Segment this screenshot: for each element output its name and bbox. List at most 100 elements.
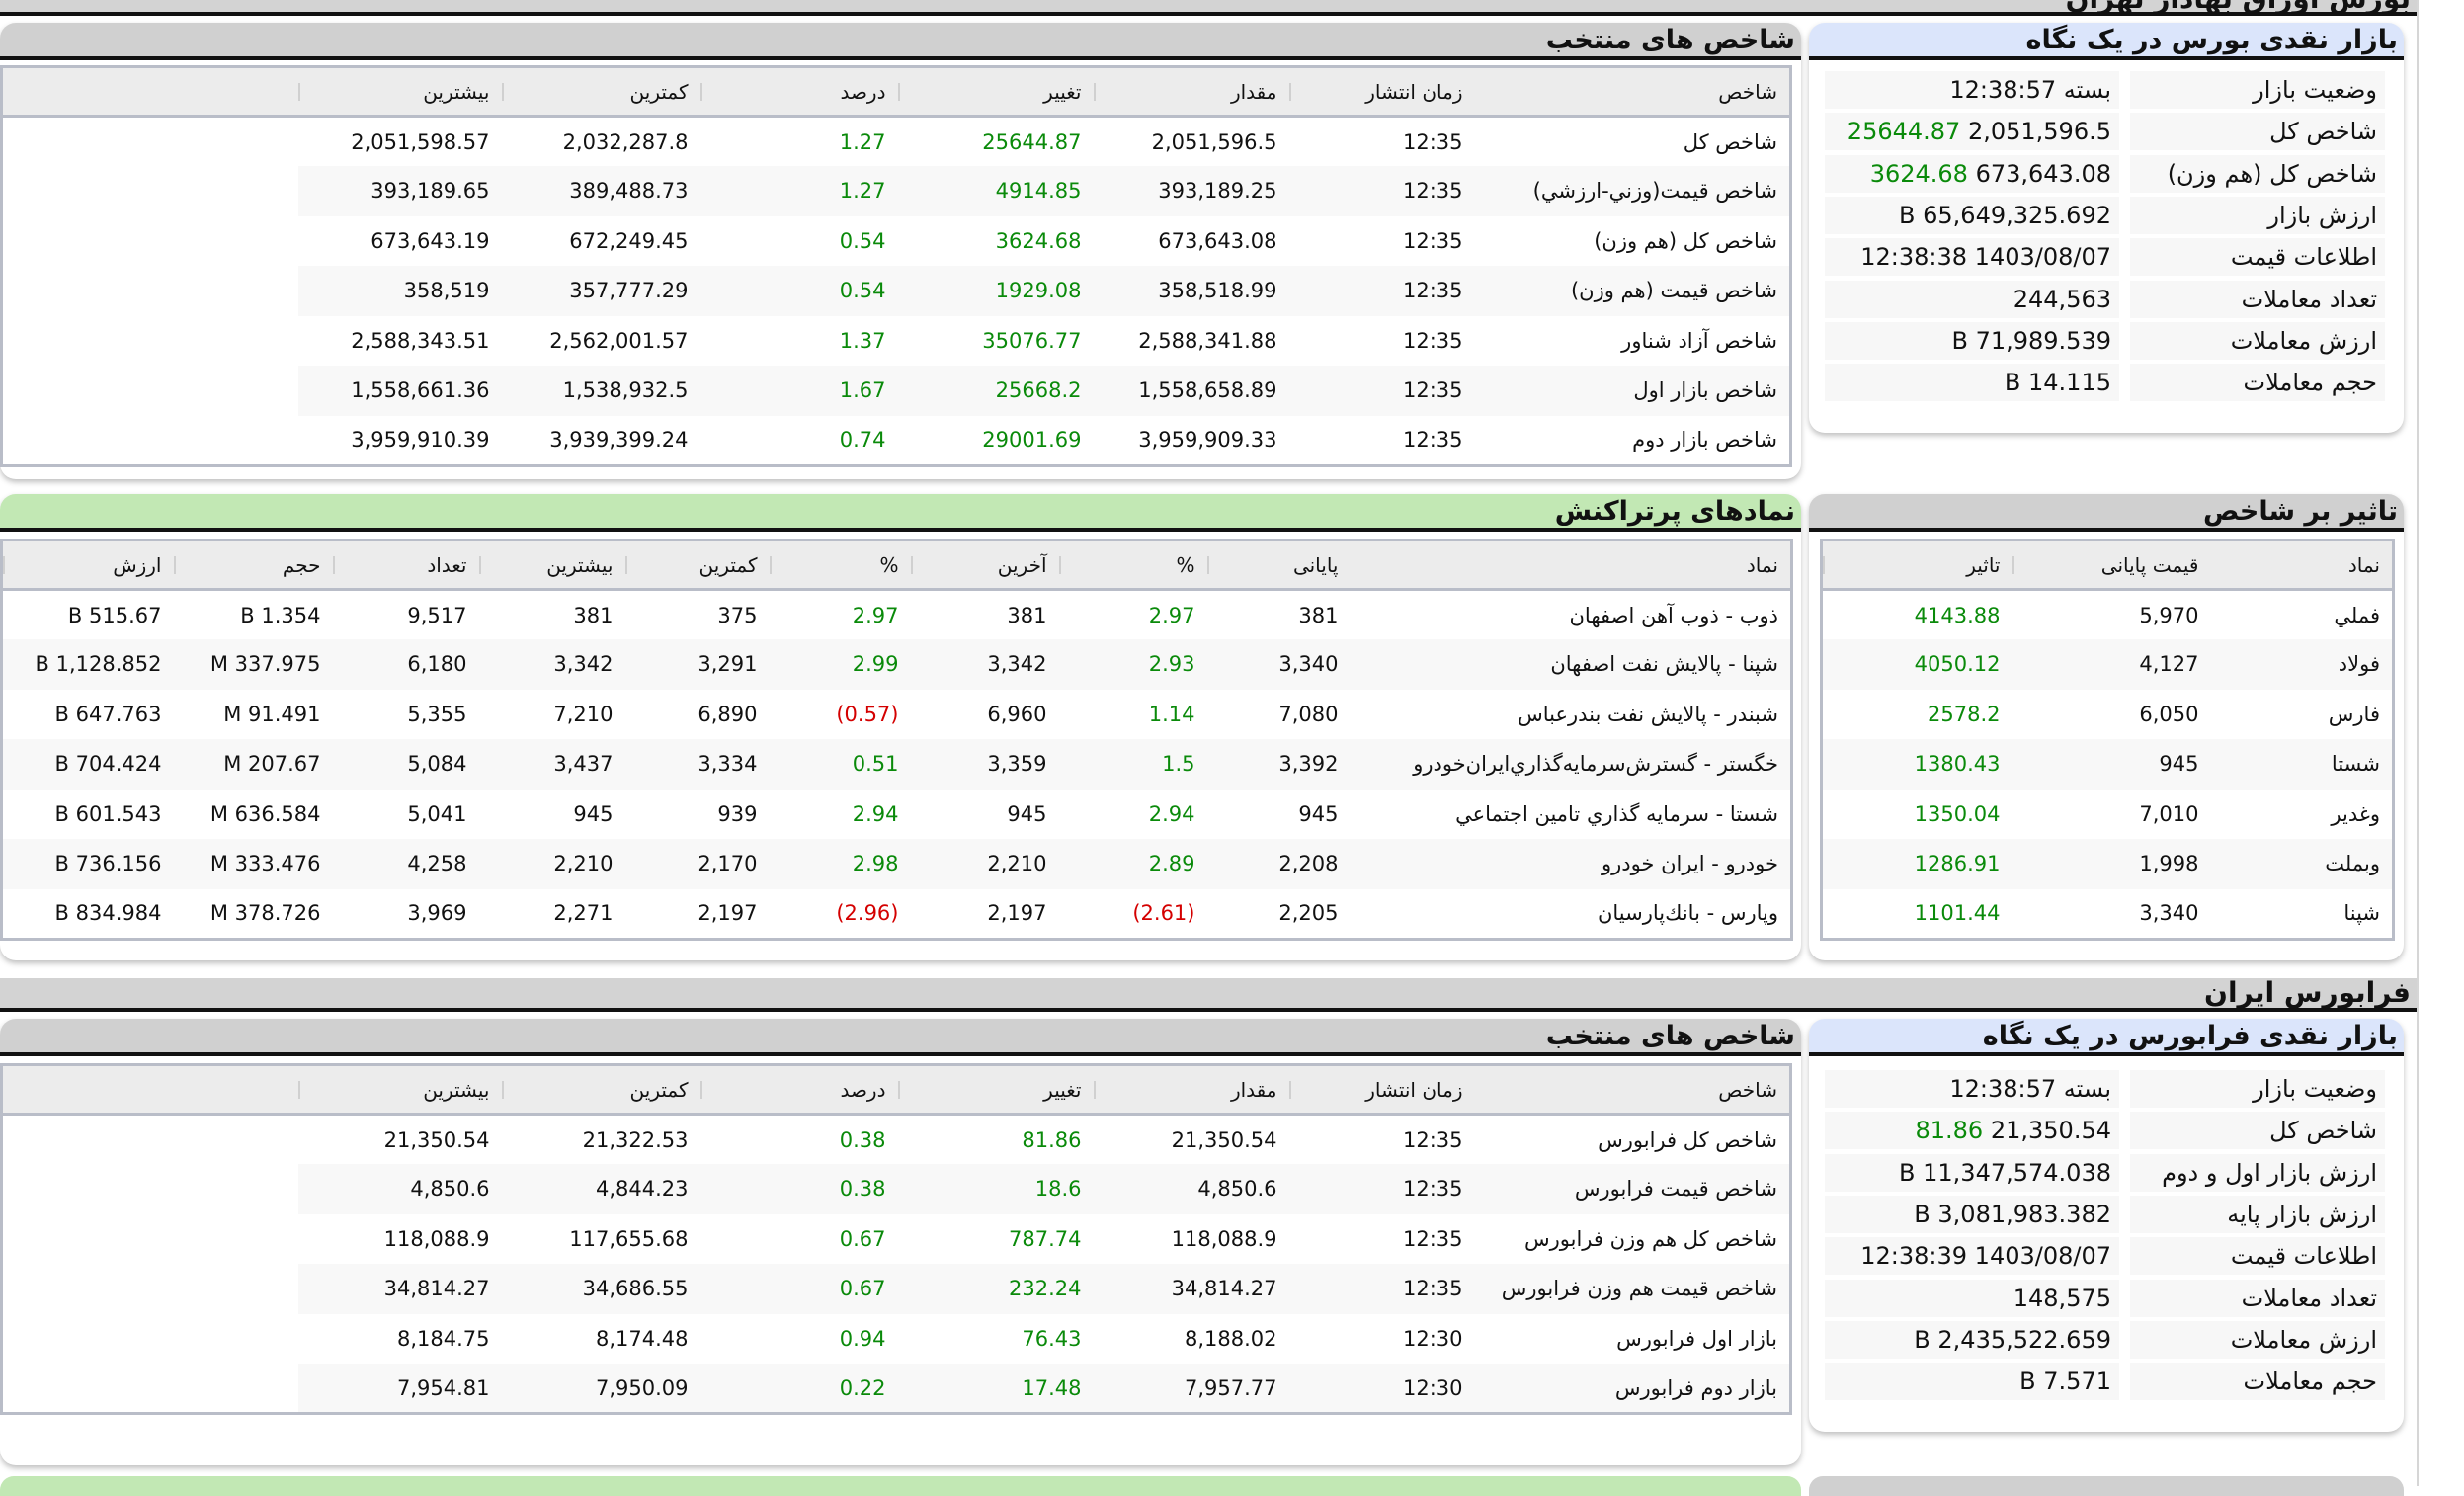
column-header[interactable]: کمترین: [624, 540, 770, 591]
column-header[interactable]: مقدار: [1093, 66, 1289, 118]
column-header[interactable]: بیشترین: [297, 1064, 502, 1116]
table-cell: 12:35: [1288, 366, 1475, 416]
table-cell: 1350.04: [1914, 801, 2001, 826]
column-header[interactable]: شاخص: [1474, 1064, 1791, 1116]
table-row[interactable]: شاخص قیمت فرابورس 12:35 4,850.6 18.6 0.38 4,8…: [1, 1164, 1791, 1214]
table-row[interactable]: شاخص بازار اول 12:35 1,558,658.89 25668.2 1.…: [1, 366, 1791, 416]
column-header[interactable]: شاخص: [1474, 66, 1791, 118]
column-header[interactable]: کمترین: [501, 1064, 700, 1116]
table-row[interactable]: فملي 5,970 4143.88: [1822, 590, 2394, 640]
overview-value: بسته 12:38:57: [1825, 71, 2119, 109]
column-header[interactable]: تعداد: [332, 540, 479, 591]
table-cell: 2.97: [1148, 603, 1195, 627]
column-header[interactable]: درصد: [699, 1064, 898, 1116]
column-separator: [1093, 1081, 1096, 1099]
table-row[interactable]: شپنا - پالایش نفت اصفهان 3,340 2.93 3,342 2.…: [1, 639, 1792, 690]
table-row[interactable]: فارس 6,050 2578.2: [1822, 690, 2394, 740]
table-cell: شاخص بازار دوم: [1632, 428, 1777, 452]
table-row[interactable]: بازار اول فرابورس 12:30 8,188.02 76.43 0.94 8…: [1, 1313, 1791, 1364]
table-row[interactable]: خودرو - ايران خودرو 2,208 2.89 2,210 2.98 2,1…: [1, 839, 1792, 889]
table-cell: 2.94: [852, 801, 899, 826]
column-header[interactable]: بیشترین: [478, 540, 625, 591]
column-header[interactable]: قیمت پایانی: [2012, 540, 2211, 591]
table-row[interactable]: شاخص کل 12:35 2,051,596.5 25644.87 1.27 2,032…: [1, 116, 1791, 166]
index-impact-table: نماد قیمت پایانی تاثیر فملي 5,970 4143.88 فولا…: [1820, 539, 2395, 941]
column-header[interactable]: [1, 1064, 298, 1116]
column-header[interactable]: [1, 66, 298, 118]
table-row[interactable]: شاخص کل هم وزن فرابورس 12:35 118,088.9 787.…: [1, 1213, 1791, 1264]
column-header[interactable]: زمان انتشار: [1288, 1064, 1475, 1116]
table-cell: 2,051,596.5: [1151, 129, 1277, 154]
table-row[interactable]: شاخص قيمت(وزني-ارزشي) 12:35 393,189.25 4914…: [1, 166, 1791, 216]
table-cell: 1.27: [839, 129, 886, 154]
table-cell: 601.543 B: [54, 801, 162, 826]
table-cell: 2,210: [910, 839, 1059, 889]
table-cell: 381: [573, 603, 614, 627]
table-cell: 1,128.852 B: [1, 639, 174, 690]
table-row[interactable]: شستا 945 1380.43: [1821, 739, 2394, 790]
table-row[interactable]: شاخص قيمت (هم وزن) 12:35 358,518.99 1929.08…: [1, 266, 1791, 316]
table-row[interactable]: شاخص قیمت هم وزن فرابورس 12:35 34,814.27 23…: [1, 1264, 1791, 1314]
column-header[interactable]: ارزش: [1, 540, 174, 591]
column-header[interactable]: بیشترین: [297, 66, 502, 118]
table-row[interactable]: شبندر - پالايش نفت بندرعباس 7,080 1.14 6,96…: [2, 690, 1792, 740]
column-header[interactable]: تاثیر: [1821, 540, 2012, 591]
table-cell: 12:35: [1288, 166, 1475, 216]
table-cell: 3,959,910.39: [351, 428, 490, 452]
column-header[interactable]: نماد: [2210, 540, 2394, 591]
table-cell: 8,174.48: [595, 1326, 689, 1351]
column-header[interactable]: نماد: [1350, 540, 1792, 591]
overview-label: ارزش معاملات: [2130, 1320, 2385, 1359]
table-row[interactable]: خگستر - گسترش‌سرمايه‌گذاري‌ايران‌خودرو 3,…: [1, 739, 1792, 790]
table-row[interactable]: شپنا 3,340 1101.44: [1822, 889, 2394, 940]
table-cell: 207.67 M: [173, 739, 333, 790]
table-cell: 945: [1007, 801, 1047, 826]
table-cell: وغدير: [2331, 801, 2380, 826]
table-cell: 357,777.29: [501, 266, 700, 316]
table-row[interactable]: بازار دوم فرابورس 12:30 7,957.77 17.48 0.22 7…: [1, 1364, 1791, 1414]
table-cell: 6,180: [332, 639, 479, 690]
table-row[interactable]: شستا - سرمايه گذاري تامين اجتماعي 945 2.94…: [2, 790, 1792, 840]
table-cell: 34,686.55: [501, 1264, 700, 1314]
table-row[interactable]: شاخص بازار دوم 12:35 3,959,909.33 29001.69 0…: [1, 415, 1791, 465]
index-impact-title: تاثیر بر شاخص: [1809, 494, 2404, 532]
column-separator: [1058, 556, 1061, 574]
table-row[interactable]: شاخص آزاد شناور 12:35 2,588,341.88 35076.77…: [1, 315, 1791, 366]
table-cell: 2,562,001.57: [549, 328, 689, 353]
table-cell: 3,342: [478, 639, 625, 690]
column-header[interactable]: %: [769, 540, 911, 591]
table-cell: 3,969: [407, 901, 467, 925]
table-cell: 673,643.19: [370, 228, 490, 253]
column-header[interactable]: زمان انتشار: [1288, 66, 1475, 118]
table-cell: 21,350.54: [383, 1127, 490, 1152]
table-cell: 2,051,598.57: [351, 129, 490, 154]
overview-value: 1403/08/07 12:38:38: [1825, 238, 2119, 277]
table-row[interactable]: وبملت 1,998 1286.91: [1821, 839, 2394, 889]
table-row[interactable]: وپارس - بانك‌پارسيان 2,205 (2.61) 2,197 (2.9…: [2, 889, 1792, 940]
column-header[interactable]: مقدار: [1093, 1064, 1289, 1116]
column-header[interactable]: %: [1058, 540, 1207, 591]
table-cell: شاخص قيمت(وزني-ارزشي): [1474, 166, 1791, 216]
tse-overview-title: بازار نقدی بورس در یک نگاه: [1809, 23, 2404, 60]
table-cell: وپارس - بانك‌پارسيان: [1597, 901, 1778, 925]
overview-value: 2,435,522.659 B: [1825, 1320, 2119, 1359]
column-header[interactable]: درصد: [699, 66, 898, 118]
column-header[interactable]: تغییر: [897, 66, 1094, 118]
column-header[interactable]: حجم: [173, 540, 333, 591]
table-row[interactable]: فولاد 4,127 4050.12: [1821, 639, 2394, 690]
table-cell: 3,334: [624, 739, 770, 790]
table-row[interactable]: ذوب - ذوب آهن اصفهان 381 2.97 381 2.97 375 381…: [2, 590, 1792, 640]
ifb-indices-title: شاخص های منتخب: [0, 1019, 1801, 1056]
column-header[interactable]: کمترین: [501, 66, 700, 118]
table-cell: 118,088.9: [383, 1226, 490, 1251]
column-header[interactable]: تغییر: [897, 1064, 1094, 1116]
column-header[interactable]: آخرین: [910, 540, 1059, 591]
table-cell: 35076.77: [982, 328, 1082, 353]
overview-value: 244,563: [1825, 280, 2119, 318]
table-row[interactable]: شاخص کل (هم وزن) 12:35 673,643.08 3624.68 0.…: [1, 215, 1791, 266]
column-separator: [2012, 556, 2014, 574]
column-header[interactable]: پایانی: [1206, 540, 1351, 591]
table-row[interactable]: وغدير 7,010 1350.04: [1822, 790, 2394, 840]
table-cell: 7,080: [1278, 702, 1339, 726]
table-row[interactable]: شاخص کل فرابورس 12:35 21,350.54 81.86 0.38 21…: [1, 1114, 1791, 1164]
